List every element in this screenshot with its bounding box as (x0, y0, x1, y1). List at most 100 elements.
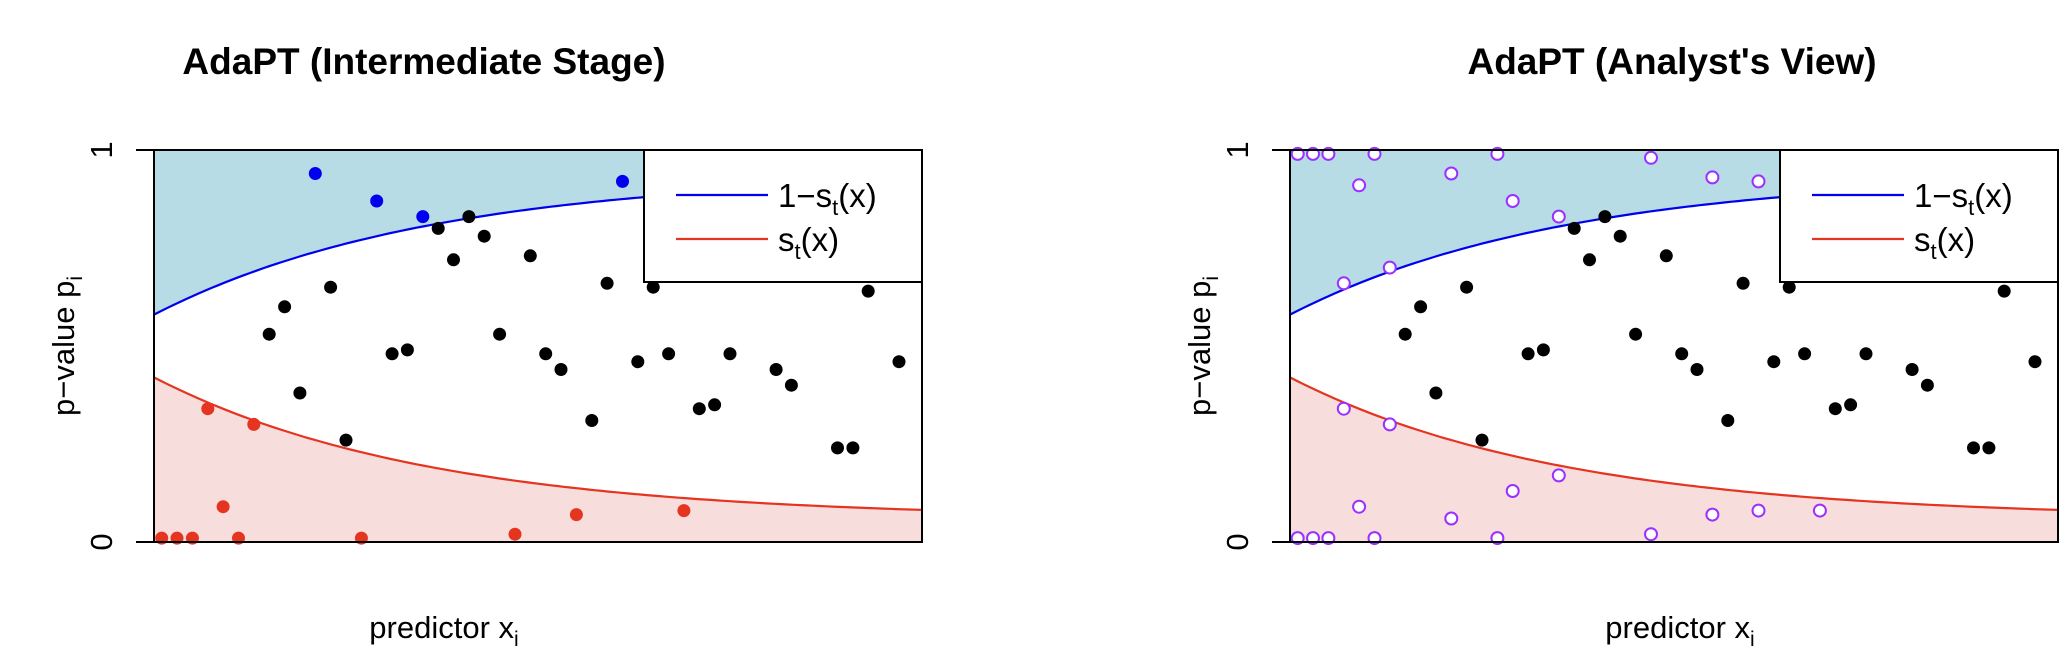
data-point-middle (600, 276, 614, 290)
data-point-middle (1475, 433, 1489, 447)
data-point-middle (431, 221, 445, 235)
upper-rejection-region (154, 150, 922, 315)
data-point-masked (1444, 166, 1459, 181)
data-point-masked (1644, 150, 1658, 165)
data-point-middle (1982, 441, 1996, 455)
data-point-inside-lower (216, 500, 230, 514)
data-point-middle (585, 414, 599, 427)
data-point-middle (1997, 284, 2011, 298)
plot-area (1272, 146, 2059, 546)
y-axis-label-subscript: i (64, 276, 87, 281)
data-point-middle (493, 327, 507, 341)
x-axis-label-subscript: i (1750, 628, 1755, 651)
data-point-middle (723, 347, 737, 361)
legend-box (643, 149, 923, 283)
data-point-middle (1828, 402, 1842, 416)
data-point-inside-lower (569, 508, 583, 522)
x-axis-label-subscript: i (514, 628, 519, 651)
data-point-middle (784, 378, 798, 392)
data-point-masked (1382, 260, 1397, 275)
data-point-middle (293, 386, 307, 400)
data-point-inside-upper (370, 194, 384, 208)
data-point-middle (1613, 229, 1627, 243)
data-point-inside-upper (308, 167, 322, 180)
data-point-middle (1690, 363, 1704, 376)
data-point-middle (646, 280, 660, 294)
x-axis-label: predictor xi (369, 610, 518, 651)
data-point-masked (1505, 484, 1520, 498)
x-axis-label: predictor xi (1605, 610, 1754, 651)
legend-label: 1−st(x) (778, 177, 877, 220)
data-point-middle (1460, 280, 1474, 294)
lower-threshold-curve (153, 376, 923, 511)
data-point-masked (1705, 170, 1720, 185)
data-point-middle (1844, 398, 1858, 412)
data-point-masked (1336, 401, 1351, 416)
data-point-middle (1414, 300, 1428, 314)
data-point-inside-lower (247, 417, 261, 431)
data-point-inside-upper (416, 210, 430, 224)
data-point-middle (477, 229, 491, 243)
legend-label: st(x) (778, 221, 839, 264)
data-point-masked (1352, 499, 1367, 514)
data-point-inside-upper (616, 174, 629, 188)
lower-rejection-region (1290, 377, 2058, 542)
data-point-inside-lower (201, 402, 215, 416)
lower-threshold-curve (1289, 376, 2059, 511)
data-point-masked (1382, 417, 1397, 432)
data-point-inside-lower (677, 504, 691, 518)
data-point-middle (1567, 221, 1581, 235)
data-point-middle (1536, 343, 1550, 357)
data-point-middle (1629, 327, 1643, 341)
legend-label: 1−st(x) (1914, 177, 2013, 220)
data-point-middle (462, 210, 476, 224)
legend: 1−st(x)st(x) (1779, 149, 2059, 283)
legend-box (1779, 149, 2059, 283)
data-point-middle (1429, 386, 1443, 400)
data-point-middle (1675, 347, 1689, 361)
data-point-middle (1398, 327, 1412, 341)
data-point-inside-lower (508, 527, 522, 541)
data-point-middle (324, 280, 338, 294)
data-point-middle (1659, 249, 1673, 263)
data-point-middle (278, 300, 292, 314)
data-point-middle (523, 249, 537, 263)
data-point-middle (1521, 347, 1535, 361)
data-point-masked (1352, 178, 1367, 193)
data-point-middle (861, 284, 875, 298)
lower-rejection-region (154, 377, 922, 542)
y-tick-label-0: 0 (84, 533, 119, 550)
data-point-middle (831, 441, 844, 455)
data-point-middle (539, 347, 553, 361)
plot-area (136, 149, 923, 545)
data-point-middle (1736, 276, 1750, 290)
y-axis-label: p−value pi (1182, 276, 1223, 416)
data-point-middle (400, 343, 414, 357)
data-point-middle (262, 327, 276, 341)
chart-title: AdaPT (Intermediate Stage) (182, 41, 665, 82)
legend-label: st(x) (1914, 221, 1975, 264)
y-tick-label-1: 1 (1220, 141, 1255, 158)
data-point-masked (1444, 511, 1459, 526)
data-point-middle (1967, 441, 1980, 455)
data-point-middle (339, 433, 353, 447)
chart-panel-analysts-view: AdaPT (Analyst's View) 1−st(x)st(x) pred… (1182, 41, 2059, 651)
data-point-middle (1782, 280, 1796, 294)
data-point-masked (1336, 276, 1351, 291)
plot-frame (1289, 149, 2059, 543)
y-tick-label-0: 0 (1220, 533, 1255, 550)
data-point-masked (1705, 507, 1720, 522)
data-point-middle (385, 347, 399, 361)
data-point-middle (631, 355, 645, 369)
data-point-middle (1905, 363, 1919, 376)
data-point-middle (447, 253, 460, 267)
data-point-masked (1751, 174, 1766, 189)
data-point-middle (1721, 414, 1735, 427)
chart-panel-intermediate-stage: AdaPT (Intermediate Stage) 1−st(x)st(x) … (46, 41, 923, 651)
data-point-middle (554, 363, 568, 376)
data-point-masked (1551, 209, 1566, 224)
data-point-masked (1644, 527, 1658, 542)
upper-rejection-region (1290, 150, 2058, 315)
data-point-middle (662, 347, 676, 361)
